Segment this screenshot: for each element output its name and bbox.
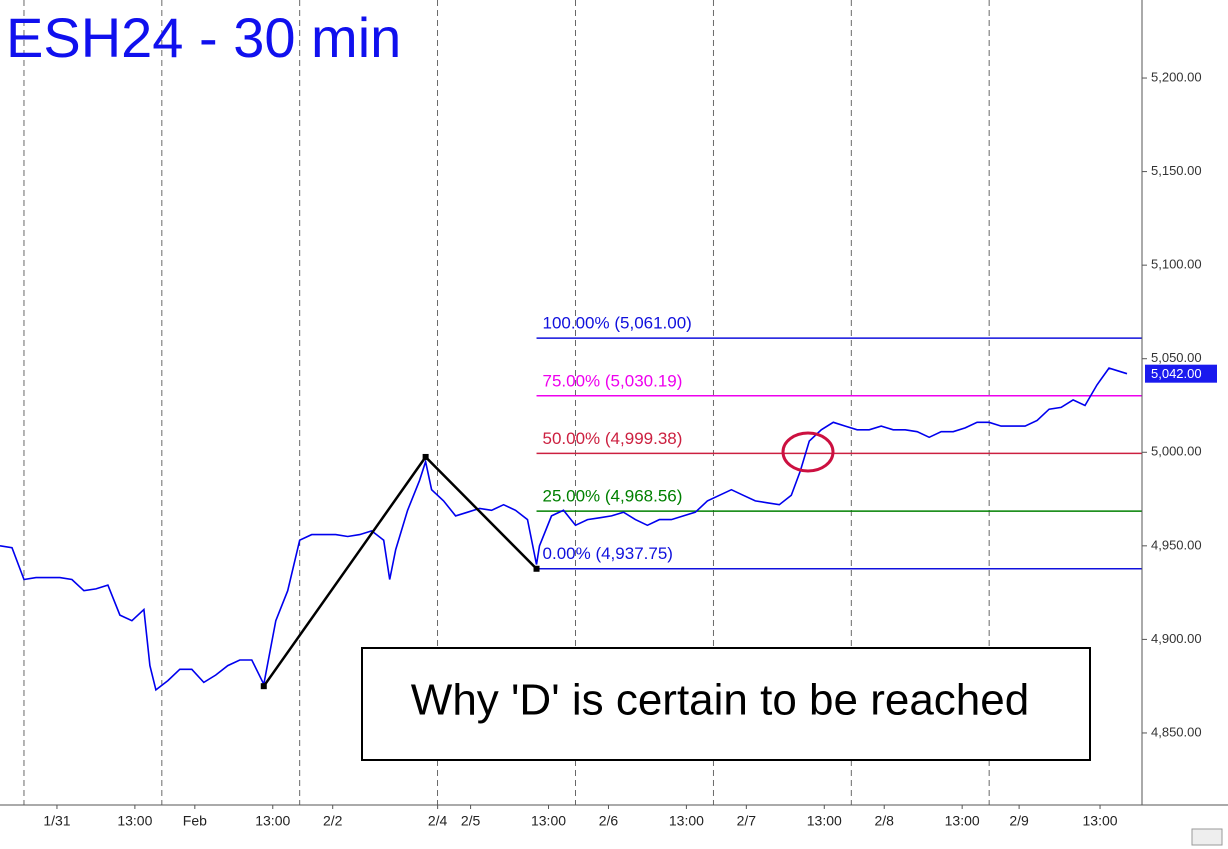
y-tick-label: 4,900.00: [1151, 631, 1202, 646]
x-tick-label: 13:00: [117, 813, 152, 829]
x-tick-label: 1/31: [43, 813, 70, 829]
x-tick-label: 2/7: [737, 813, 757, 829]
annotation-box: [361, 647, 1091, 761]
x-tick-label: 2/6: [599, 813, 619, 829]
pattern-point: [533, 565, 540, 572]
x-tick-label: 13:00: [807, 813, 842, 829]
y-tick-label: 4,950.00: [1151, 537, 1202, 552]
last-price-label: 5,042.00: [1151, 366, 1202, 381]
level-label: 25.00% (4,968.56): [543, 487, 683, 506]
y-tick-label: 5,100.00: [1151, 257, 1202, 272]
annotation-text: Why 'D' is certain to be reached: [411, 676, 1029, 725]
x-tick-label: 13:00: [255, 813, 290, 829]
highlight-circle: [781, 431, 835, 473]
grid-layer: 4,850.00 4,900.00 4,950.00 5,000.00 5,050.00…: [23, 0, 1202, 829]
last-price-tag: [1145, 364, 1217, 383]
pattern-point: [260, 683, 267, 690]
x-tick-label: 2/2: [323, 813, 343, 829]
level-label: 50.00% (4,999.38): [543, 429, 683, 448]
x-tick-label: 2/5: [461, 813, 481, 829]
y-tick-label: 4,850.00: [1151, 724, 1202, 739]
x-tick-label: 2/8: [874, 813, 894, 829]
x-tick-label: 13:00: [531, 813, 566, 829]
level-label: 75.00% (5,030.19): [543, 371, 683, 390]
scroll-button[interactable]: [1191, 828, 1223, 846]
x-tick-label: 13:00: [1083, 813, 1118, 829]
y-tick-label: 5,000.00: [1151, 444, 1202, 459]
pattern-point: [422, 453, 429, 460]
x-tick-label: 2/9: [1009, 813, 1029, 829]
x-tick-label: 2/4: [428, 813, 448, 829]
y-tick-label: 5,050.00: [1151, 350, 1202, 365]
level-label: 0.00% (4,937.75): [543, 544, 673, 563]
level-label: 100.00% (5,061.00): [543, 314, 692, 333]
y-tick-label: 5,200.00: [1151, 69, 1202, 84]
chart-title: ESH24 - 30 min: [6, 6, 401, 69]
y-tick-label: 5,150.00: [1151, 163, 1202, 178]
marks-layer: 100.00% (5,061.00) 75.00% (5,030.19) 50.00…: [0, 314, 1217, 692]
x-tick-label: 13:00: [669, 813, 704, 829]
x-tick-label: 13:00: [945, 813, 980, 829]
price-line: [0, 367, 1128, 692]
x-tick-label: Feb: [183, 813, 207, 829]
